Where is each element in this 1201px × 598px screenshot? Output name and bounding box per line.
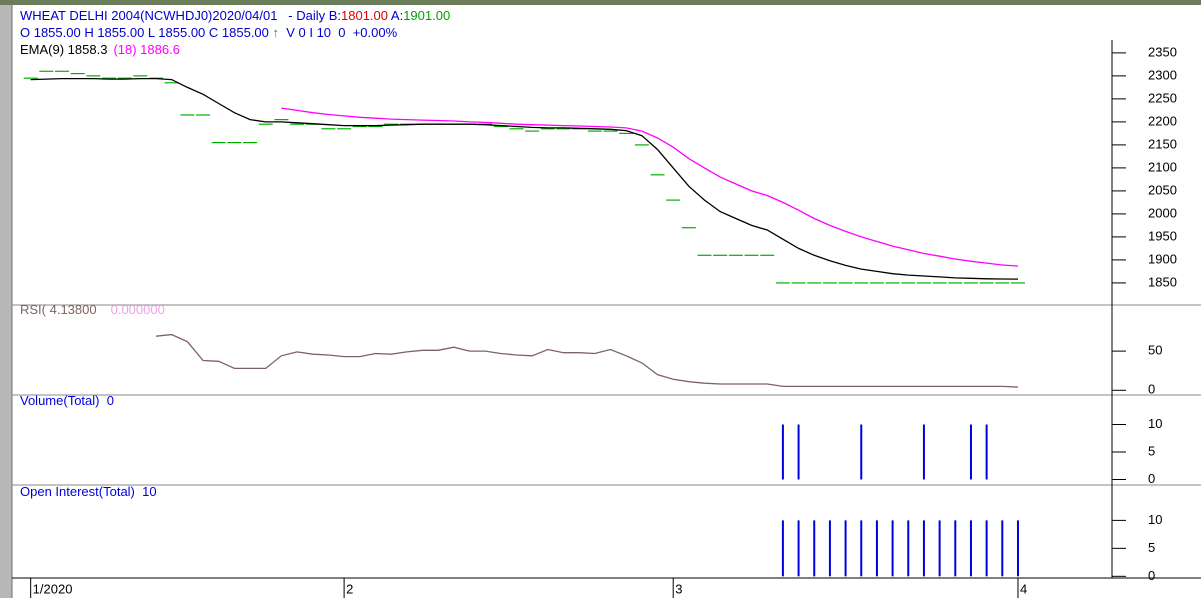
panel-legend: RSI( 4.13800 0.000000 bbox=[20, 302, 165, 317]
header-text: A: bbox=[388, 8, 403, 23]
panel-title: Volume(Total) 0 bbox=[20, 393, 114, 408]
x-tick-label: 2 bbox=[346, 581, 353, 596]
panel-legend: Open Interest(Total) 10 bbox=[20, 484, 157, 499]
x-tick-label: 3 bbox=[675, 581, 682, 596]
legend-entry: EMA(9) 1858.3 bbox=[20, 42, 107, 57]
annotation: 0.000000 bbox=[111, 302, 165, 317]
y-tick-label: 2150 bbox=[1148, 136, 1177, 151]
legend-entry: RSI( 4.13800 bbox=[20, 302, 97, 317]
y-tick-label: 2100 bbox=[1148, 159, 1177, 174]
y-tick-label: 0 bbox=[1148, 471, 1155, 486]
y-tick-label: 1950 bbox=[1148, 228, 1177, 243]
y-tick-label: 5 bbox=[1148, 540, 1155, 555]
top-border bbox=[0, 0, 1201, 5]
series-line bbox=[155, 333, 1019, 388]
x-tick-label: 4 bbox=[1020, 581, 1027, 596]
y-tick-label: 2250 bbox=[1148, 90, 1177, 105]
y-tick-label: 0 bbox=[1148, 382, 1155, 397]
y-tick-label: 10 bbox=[1148, 416, 1162, 431]
y-tick-label: 50 bbox=[1148, 343, 1162, 358]
header-line: O 1855.00 H 1855.00 L 1855.00 C 1855.00 … bbox=[20, 25, 398, 40]
y-tick-label: 2200 bbox=[1148, 113, 1177, 128]
y-tick-label: 2350 bbox=[1148, 44, 1177, 59]
panel-legend: EMA(9) 1858.3 (18) 1886.6 bbox=[20, 42, 180, 57]
header-line: WHEAT DELHI 2004(NCWHDJ0)2020/04/01 - Da… bbox=[20, 8, 450, 23]
y-tick-label: 2300 bbox=[1148, 67, 1177, 82]
y-tick-label: 2050 bbox=[1148, 182, 1177, 197]
header-text: O 1855.00 H 1855.00 L 1855.00 C 1855.00 bbox=[20, 25, 273, 40]
legend-entry: (18) 1886.6 bbox=[113, 42, 180, 57]
y-tick-label: 1850 bbox=[1148, 274, 1177, 289]
y-tick-label: 5 bbox=[1148, 443, 1155, 458]
header-text: 1901.00 bbox=[403, 8, 450, 23]
panel-title: Open Interest(Total) 10 bbox=[20, 484, 157, 499]
left-border bbox=[0, 5, 12, 598]
series-line bbox=[281, 107, 1019, 267]
x-tick-label: 1/2020 bbox=[33, 581, 73, 596]
y-tick-label: 1900 bbox=[1148, 251, 1177, 266]
header-text: 1801.00 bbox=[341, 8, 388, 23]
y-tick-label: 0 bbox=[1148, 568, 1155, 583]
series-line bbox=[30, 77, 1019, 280]
y-tick-label: 2000 bbox=[1148, 205, 1177, 220]
y-tick-label: 10 bbox=[1148, 512, 1162, 527]
header-text: WHEAT DELHI 2004(NCWHDJ0)2020/04/01 - Da… bbox=[20, 8, 341, 23]
header-text: V 0 I 10 0 +0.00% bbox=[279, 25, 398, 40]
header-text: ↑ bbox=[273, 25, 280, 40]
panel-legend: Volume(Total) 0 bbox=[20, 393, 114, 408]
